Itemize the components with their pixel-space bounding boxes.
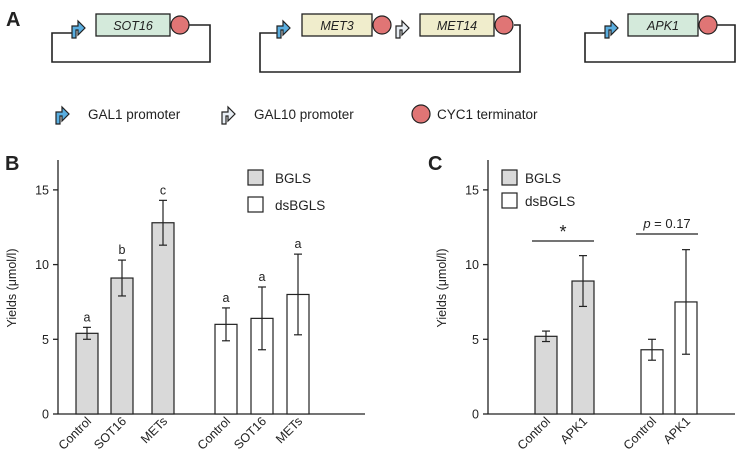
panel-b-bars: a Control b SOT16 c METs a Control a SOT16 a METs	[56, 183, 310, 453]
y-tick-label: 5	[472, 333, 479, 347]
gal10-promoter-icon	[395, 20, 410, 39]
panel-c-y-axis-title: Yields (μmol/l)	[435, 249, 449, 328]
legend-bgls-swatch	[247, 169, 264, 186]
construct-met: MET3 MET14	[259, 13, 521, 73]
category-label: METs	[273, 414, 305, 446]
gal1-promoter-icon	[276, 20, 291, 39]
legend-cyc1-terminator-icon	[411, 104, 431, 124]
cyc1-terminator-icon	[170, 15, 190, 35]
category-label: Control	[195, 414, 233, 452]
significance-letter: a	[223, 291, 230, 305]
category-label: APK1	[661, 414, 694, 447]
bar	[110, 277, 134, 415]
panel-b-letter: B	[5, 153, 19, 175]
significance-letter: a	[84, 310, 91, 324]
y-tick-label: 10	[35, 258, 49, 272]
legend-bgls-label: BGLS	[525, 171, 561, 186]
plasmid-backbone	[259, 24, 521, 73]
y-tick-label: 0	[42, 408, 49, 422]
bar-bgls-control: Control	[515, 330, 558, 453]
legend-gal1-label: GAL1 promoter	[88, 107, 181, 122]
significance-letter: a	[295, 237, 302, 251]
bar-bgls-control: a Control	[56, 310, 99, 453]
bar	[151, 222, 175, 415]
significance-letter: c	[160, 183, 166, 197]
significance-letter: a	[259, 270, 266, 284]
category-label: SOT16	[91, 414, 129, 452]
panel-c-legend: BGLS dsBGLS	[501, 169, 575, 209]
p-value-rest: = 0.17	[651, 216, 691, 231]
legend-bgls-swatch	[501, 169, 518, 186]
category-label: Control	[56, 414, 94, 452]
y-tick-label: 15	[35, 183, 49, 197]
legend-dsbgls-swatch	[501, 192, 518, 209]
category-label: Control	[621, 414, 659, 452]
panel-c-letter: C	[428, 153, 442, 175]
panel-b-y-ticks: 0 5 10 15	[35, 183, 58, 422]
significance-letter: b	[119, 243, 126, 257]
legend-gal10-promoter-icon	[221, 106, 236, 125]
legend-dsbgls-swatch	[247, 196, 264, 213]
category-label: METs	[138, 414, 170, 446]
panel-b-y-axis-title: Yields (μmol/l)	[5, 249, 19, 328]
bar	[75, 332, 99, 415]
construct-legend: GAL1 promoter GAL10 promoter CYC1 termin…	[55, 104, 538, 125]
significance-label-bgls: *	[559, 222, 566, 242]
cyc1-terminator-icon	[372, 15, 392, 35]
plasmid-backbone	[51, 24, 211, 63]
construct-sot16: SOT16	[51, 13, 211, 63]
legend-dsbgls-label: dsBGLS	[525, 194, 575, 209]
category-label: SOT16	[231, 414, 269, 452]
bar-dsbgls-apk1: APK1	[661, 249, 698, 447]
cyc1-terminator-icon	[698, 15, 718, 35]
plasmid-backbone	[584, 24, 736, 63]
sot16-gene-label: SOT16	[113, 19, 153, 33]
met3-gene-box	[301, 13, 373, 37]
p-symbol: p	[642, 216, 650, 231]
panel-a-letter: A	[6, 9, 20, 31]
construct-apk1: APK1	[584, 13, 736, 63]
legend-gal10-label: GAL10 promoter	[254, 107, 354, 122]
legend-gal1-promoter-icon	[55, 106, 70, 125]
bar-dsbgls-mets: a METs	[273, 237, 310, 446]
legend-cyc1-label: CYC1 terminator	[437, 107, 538, 122]
panel-a: A SOT16 MET3 MET14	[6, 9, 736, 125]
met14-gene-box	[419, 13, 495, 37]
bar-dsbgls-control: Control	[621, 338, 664, 453]
sot16-gene-box	[95, 13, 171, 37]
gal1-promoter-icon	[604, 20, 619, 39]
met3-gene-label: MET3	[320, 19, 353, 33]
bar	[534, 335, 558, 415]
met14-gene-label: MET14	[437, 19, 477, 33]
y-tick-label: 15	[465, 183, 479, 197]
apk1-gene-box	[627, 13, 699, 37]
category-label: Control	[515, 414, 553, 452]
apk1-gene-label: APK1	[646, 19, 679, 33]
gal1-promoter-icon	[71, 20, 86, 39]
cyc1-terminator-icon	[494, 15, 514, 35]
panel-b-legend: BGLS dsBGLS	[247, 169, 325, 213]
legend-bgls-label: BGLS	[275, 171, 311, 186]
bar-bgls-apk1: APK1	[558, 255, 595, 447]
significance-label-dsbgls: p = 0.17	[642, 216, 690, 231]
legend-dsbgls-label: dsBGLS	[275, 198, 325, 213]
panel-c-y-ticks: 0 5 10 15	[465, 183, 488, 422]
panel-c-significance: * p = 0.17	[532, 216, 698, 242]
y-tick-label: 10	[465, 258, 479, 272]
category-label: APK1	[558, 414, 591, 447]
panel-c-bars: Control APK1 Control APK1	[515, 249, 698, 453]
y-tick-label: 5	[42, 333, 49, 347]
bar-dsbgls-control: a Control	[195, 291, 238, 453]
y-tick-label: 0	[472, 408, 479, 422]
bar-bgls-mets: c METs	[138, 183, 175, 446]
